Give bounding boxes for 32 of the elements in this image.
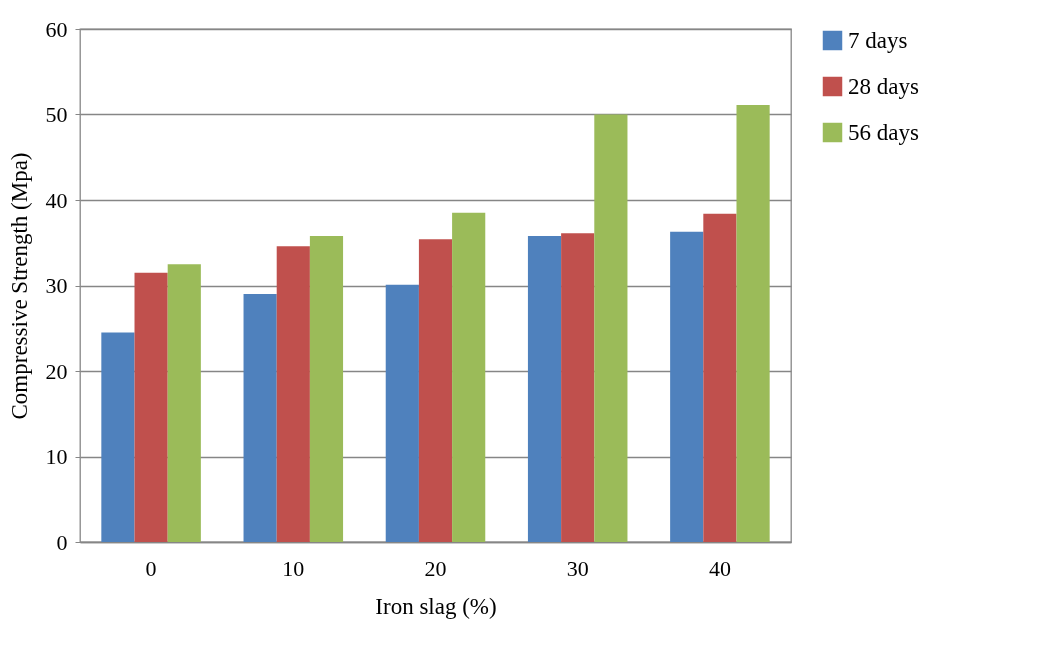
bar bbox=[418, 239, 453, 542]
x-tick-label: 20 bbox=[424, 555, 447, 581]
bar bbox=[385, 284, 419, 542]
bar bbox=[134, 272, 168, 542]
x-tick-label: 40 bbox=[708, 555, 731, 581]
bar bbox=[101, 332, 135, 542]
y-tick-label: 0 bbox=[56, 529, 68, 555]
legend-label: 56 days bbox=[848, 119, 919, 145]
bar bbox=[276, 246, 310, 542]
bar bbox=[703, 213, 737, 542]
bar bbox=[309, 235, 344, 542]
y-tick-label: 10 bbox=[45, 444, 68, 469]
x-tick-label: 0 bbox=[145, 555, 157, 581]
legend-label: 7 days bbox=[848, 27, 908, 53]
x-tick-label: 10 bbox=[282, 555, 305, 581]
y-tick-label: 40 bbox=[45, 187, 68, 213]
y-tick-label: 60 bbox=[45, 16, 68, 42]
bar bbox=[167, 264, 201, 542]
bar bbox=[594, 114, 628, 542]
bar bbox=[452, 212, 486, 542]
y-tick-label: 50 bbox=[45, 102, 68, 127]
bar bbox=[561, 233, 595, 542]
bar bbox=[527, 235, 562, 542]
y-axis-title: Compressive Strength (Mpa) bbox=[6, 152, 32, 420]
bar bbox=[243, 294, 277, 542]
x-tick-label: 30 bbox=[566, 555, 589, 581]
y-tick-label: 20 bbox=[45, 358, 68, 384]
x-axis-title: Iron slag (%) bbox=[375, 593, 497, 619]
bar bbox=[670, 231, 704, 542]
legend-label: 28 days bbox=[848, 73, 919, 99]
y-tick-label: 30 bbox=[45, 273, 68, 298]
bar bbox=[736, 105, 770, 542]
